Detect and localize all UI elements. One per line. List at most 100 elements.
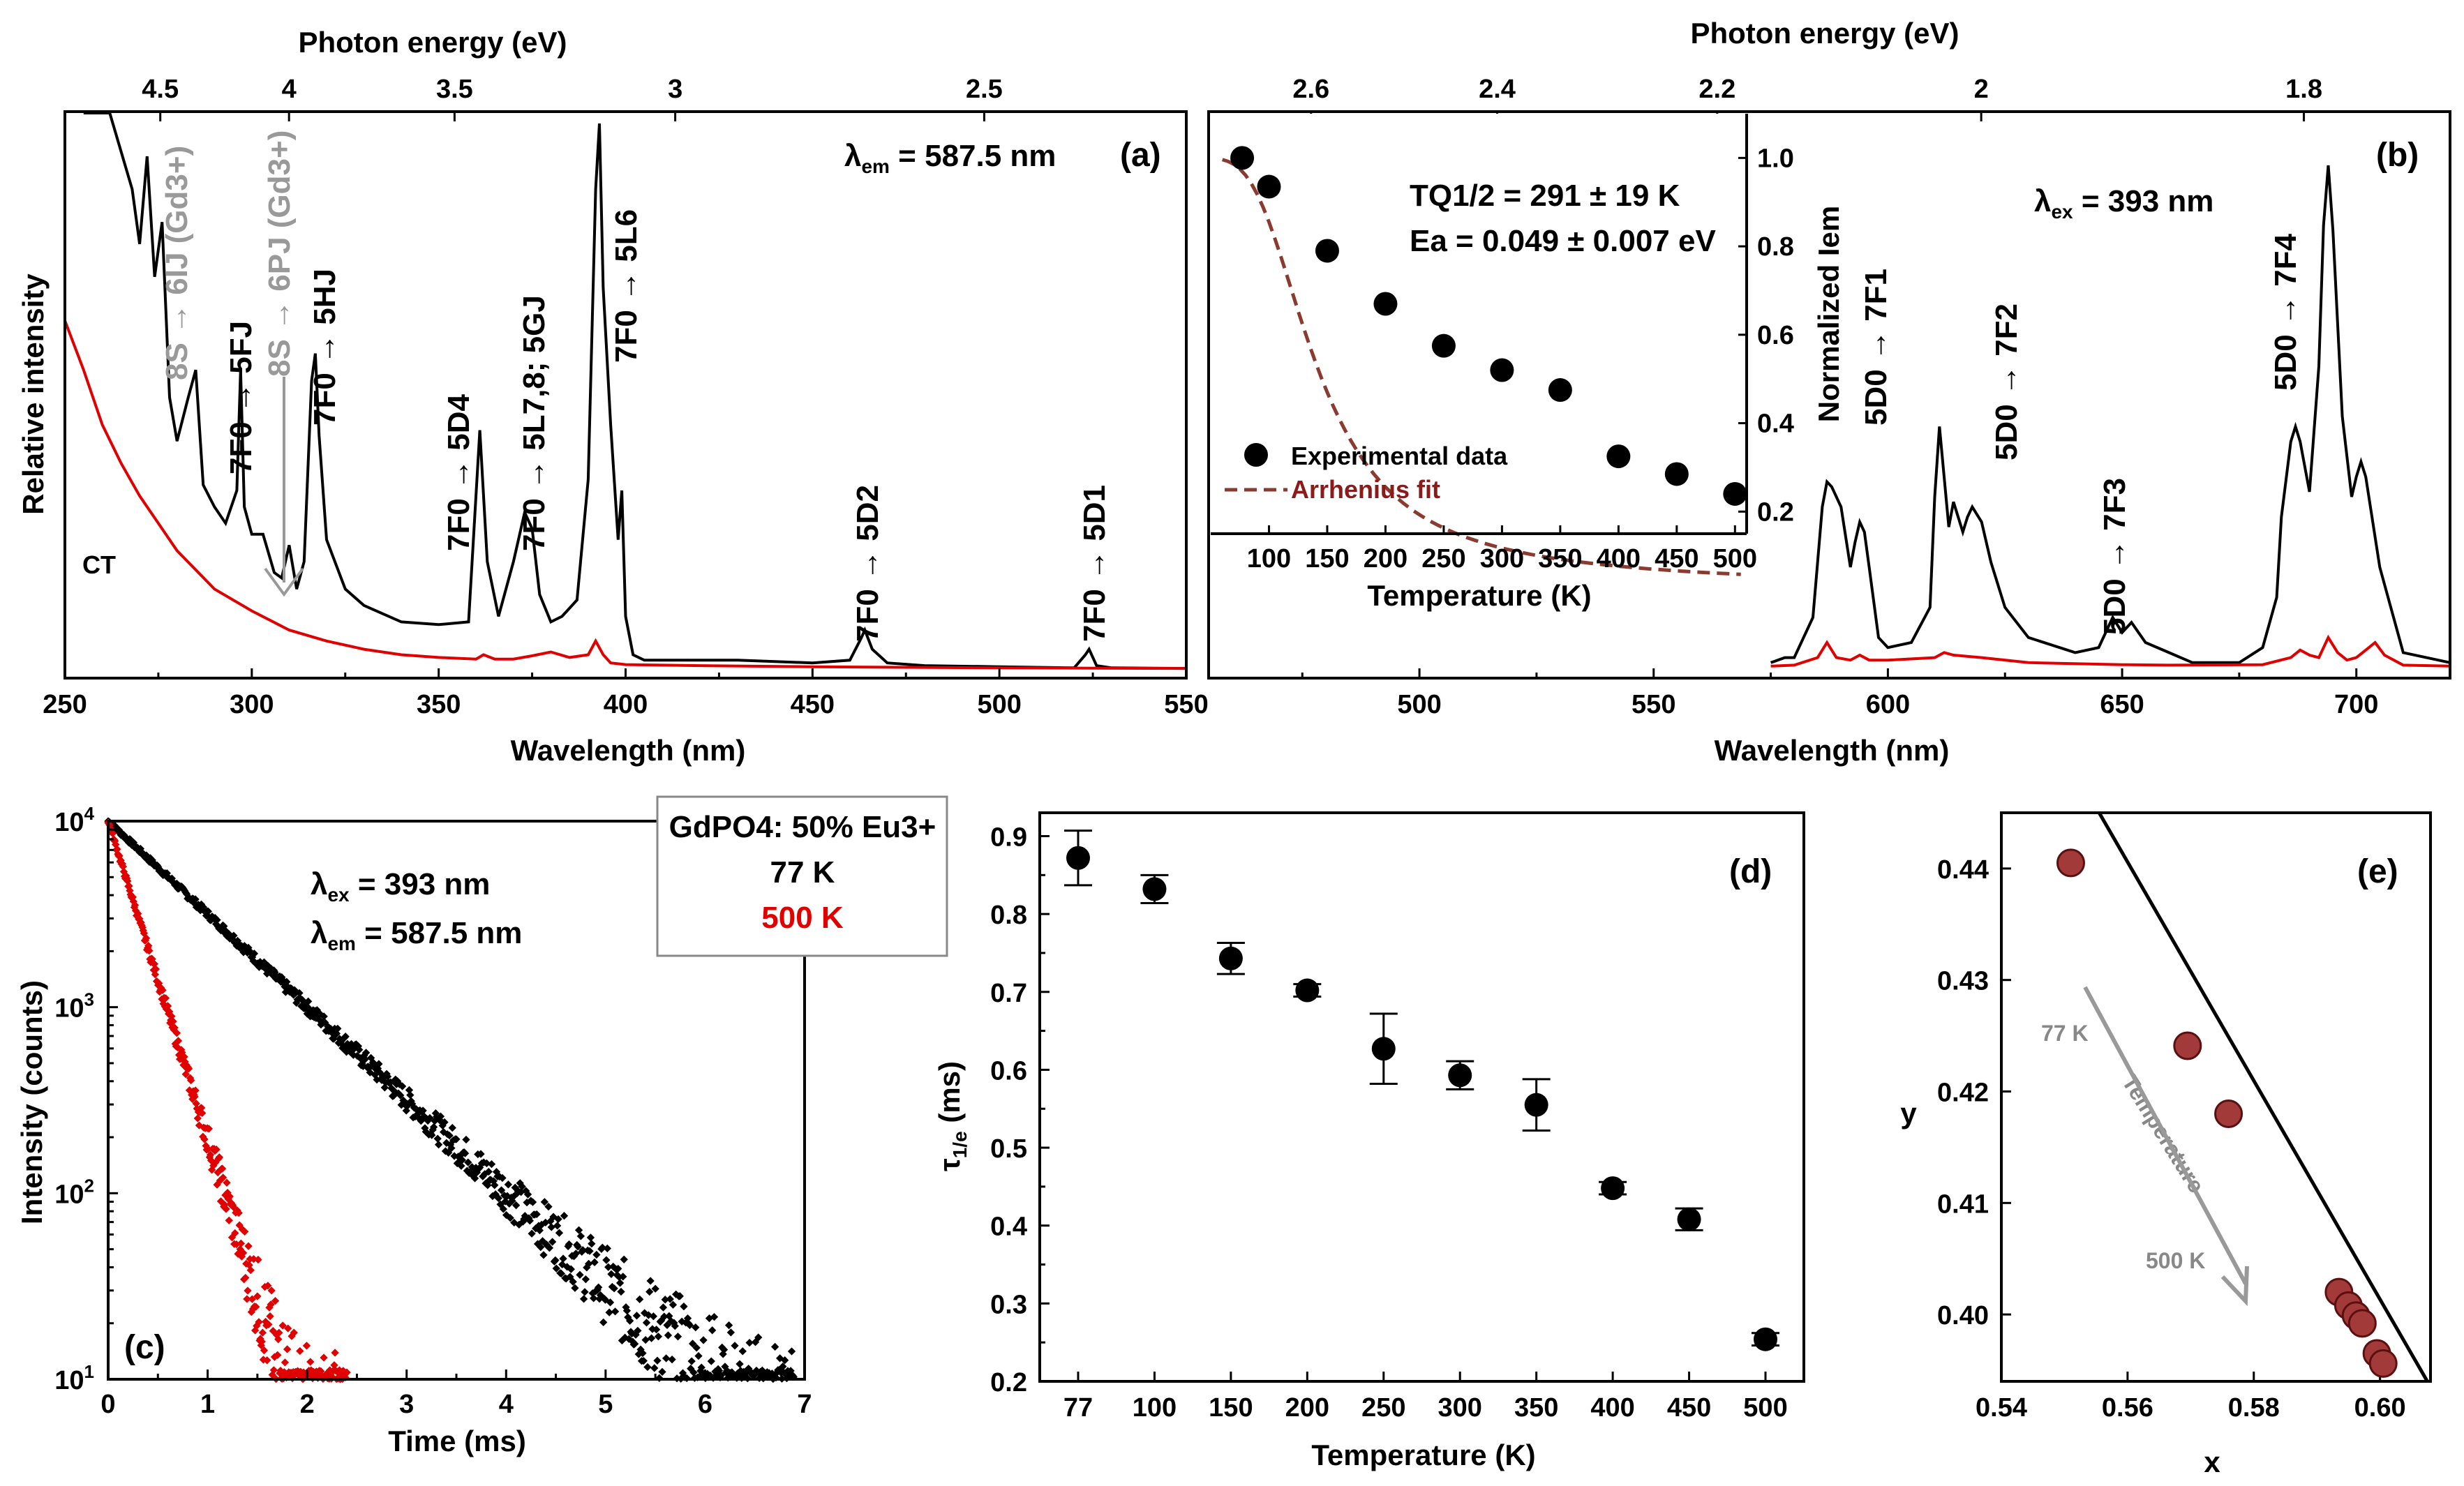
panel-b-frame [1207,110,2451,680]
panel-c-point [269,1327,277,1335]
panel-a-emission-annotation: λem = 587.5 nm [844,139,1056,177]
inset-ytick-label: 0.6 [1757,321,1794,350]
panel-c-point [266,1312,274,1321]
panel-c-point [603,1244,611,1253]
panel-c-ytick-label: 102 [54,1175,94,1209]
panel-c-point [158,986,167,995]
panel-c-legend: GdPO4: 50% Eu3+ 77 K 500 K [656,795,948,957]
panel-c-point [461,1149,470,1157]
panel-c-point [540,1198,549,1206]
transition-b-1: 5D0 → 7F1 [1859,269,1893,426]
panel-c-point [142,934,151,943]
panel-c-point [306,1358,315,1366]
panel-c-point [241,1227,249,1236]
panel-c-point [241,1273,250,1282]
panel-c-point [428,1131,436,1139]
panel-c-point [607,1270,615,1278]
panel-c-point [649,1312,658,1321]
transition-b-3: 5D0 → 7F3 [2098,478,2132,635]
panel-d-ytick-label: 0.8 [990,901,1027,930]
panel-a-transition-labels: 8S → 6IJ (Gd3+) 7F0 → 5FJ 8S → 6PJ (Gd3+… [160,130,1112,642]
panel-c-point [548,1238,557,1246]
panel-c-point [669,1300,678,1309]
panel-c-point [341,1033,350,1041]
inset-xtick-label: 300 [1480,544,1524,573]
panel-c-legend-title: GdPO4: 50% Eu3+ [669,810,936,844]
panel-c-point [598,1243,606,1252]
panel-c-point [659,1303,668,1312]
panel-c-point [532,1210,541,1219]
panel-c-point [552,1264,560,1273]
panel-c-point [405,1086,414,1095]
panel-c-point [646,1277,655,1285]
panel-c-point [406,1090,415,1100]
panel-c-point [697,1363,705,1372]
panel-c-point [645,1287,654,1296]
transition-b-2: 5D0 → 7F2 [1989,303,2024,460]
panel-c-point [528,1229,536,1238]
panel-b-excitation-annotation: λex = 393 nm [2034,184,2213,223]
panel-e-arrow-label-77k: 77 K [2041,1021,2089,1046]
panel-c-point [726,1328,736,1337]
panel-c-point [553,1222,562,1230]
panel-c-point [248,1295,257,1303]
panel-c-point [692,1323,700,1332]
panel-c-point [447,1143,456,1153]
panel-c-point [375,1060,383,1068]
panel-c-point [172,879,181,888]
panel-a-xtick-label: 250 [43,690,87,719]
panel-e-ytick-label: 0.41 [1937,1189,1989,1219]
panel-c-point [574,1226,583,1234]
panel-c-point [192,1100,200,1108]
panel-c-point [219,1173,227,1182]
panel-c-point [169,1017,177,1026]
panel-c-point [539,1251,548,1259]
inset-legend-marker [1244,443,1268,467]
panel-a-xtick-label: 550 [1164,690,1208,719]
panel-c-point [631,1339,639,1348]
panel-e-ylabel: y [1900,1097,1917,1129]
panel-c-point [537,1243,545,1252]
panel-c-point [581,1275,590,1284]
panel-c-point [464,1158,472,1166]
panel-d-frame [1038,811,1805,1383]
panel-c-point [239,1249,248,1257]
panel-c-point [204,1145,212,1153]
panel-c-xtick-label: 3 [399,1390,414,1419]
panel-a-top-tick-label: 3 [668,75,682,104]
panel-c-point [231,1229,239,1238]
inset-xtick-label: 250 [1421,544,1465,573]
panel-c-point [213,916,221,924]
panel-e-xlabel: x [2204,1446,2220,1478]
panel-c-point [191,1093,199,1101]
panel-c-point [144,941,153,950]
panel-c-point [710,1313,719,1321]
panel-c-point [243,1295,251,1303]
panel-c-point [212,1146,221,1154]
panel-c-point [433,1134,442,1143]
panel-c-point [452,1135,461,1143]
panel-e-ytick-label: 0.43 [1937,967,1989,996]
panel-e-xtick-label: 0.56 [2102,1393,2153,1423]
panel-d-ytick-label: 0.2 [990,1368,1027,1397]
panel-c-xtick-label: 7 [797,1390,812,1419]
panel-c-point [615,1279,625,1287]
panel-c-annotation-ex: λex = 393 nm [311,867,490,906]
panel-b-transition-labels: 5D0 → 7F1 5D0 → 7F2 5D0 → 7F3 5D0 → 7F4 [1859,233,2303,635]
panel-c-point [560,1212,569,1220]
panel-c-point [663,1321,671,1330]
panel-b-xlabel: Wavelength (nm) [1715,734,1950,767]
panel-c-point [267,1300,275,1309]
panel-c-point [506,1214,514,1222]
panel-c-point [651,1284,659,1293]
transition-a-2: 7F0 → 5FJ [224,321,258,474]
inset-xtick-label: 450 [1655,544,1698,573]
panel-c-point [458,1156,466,1164]
panel-b-top-tick-label: 2.4 [1479,75,1516,104]
panel-e-xtick-label: 0.54 [1976,1393,2027,1423]
panel-c-point [555,1229,564,1237]
panel-c-point [572,1249,581,1258]
panel-c-point [258,1328,267,1337]
panel-c-point [680,1302,688,1311]
